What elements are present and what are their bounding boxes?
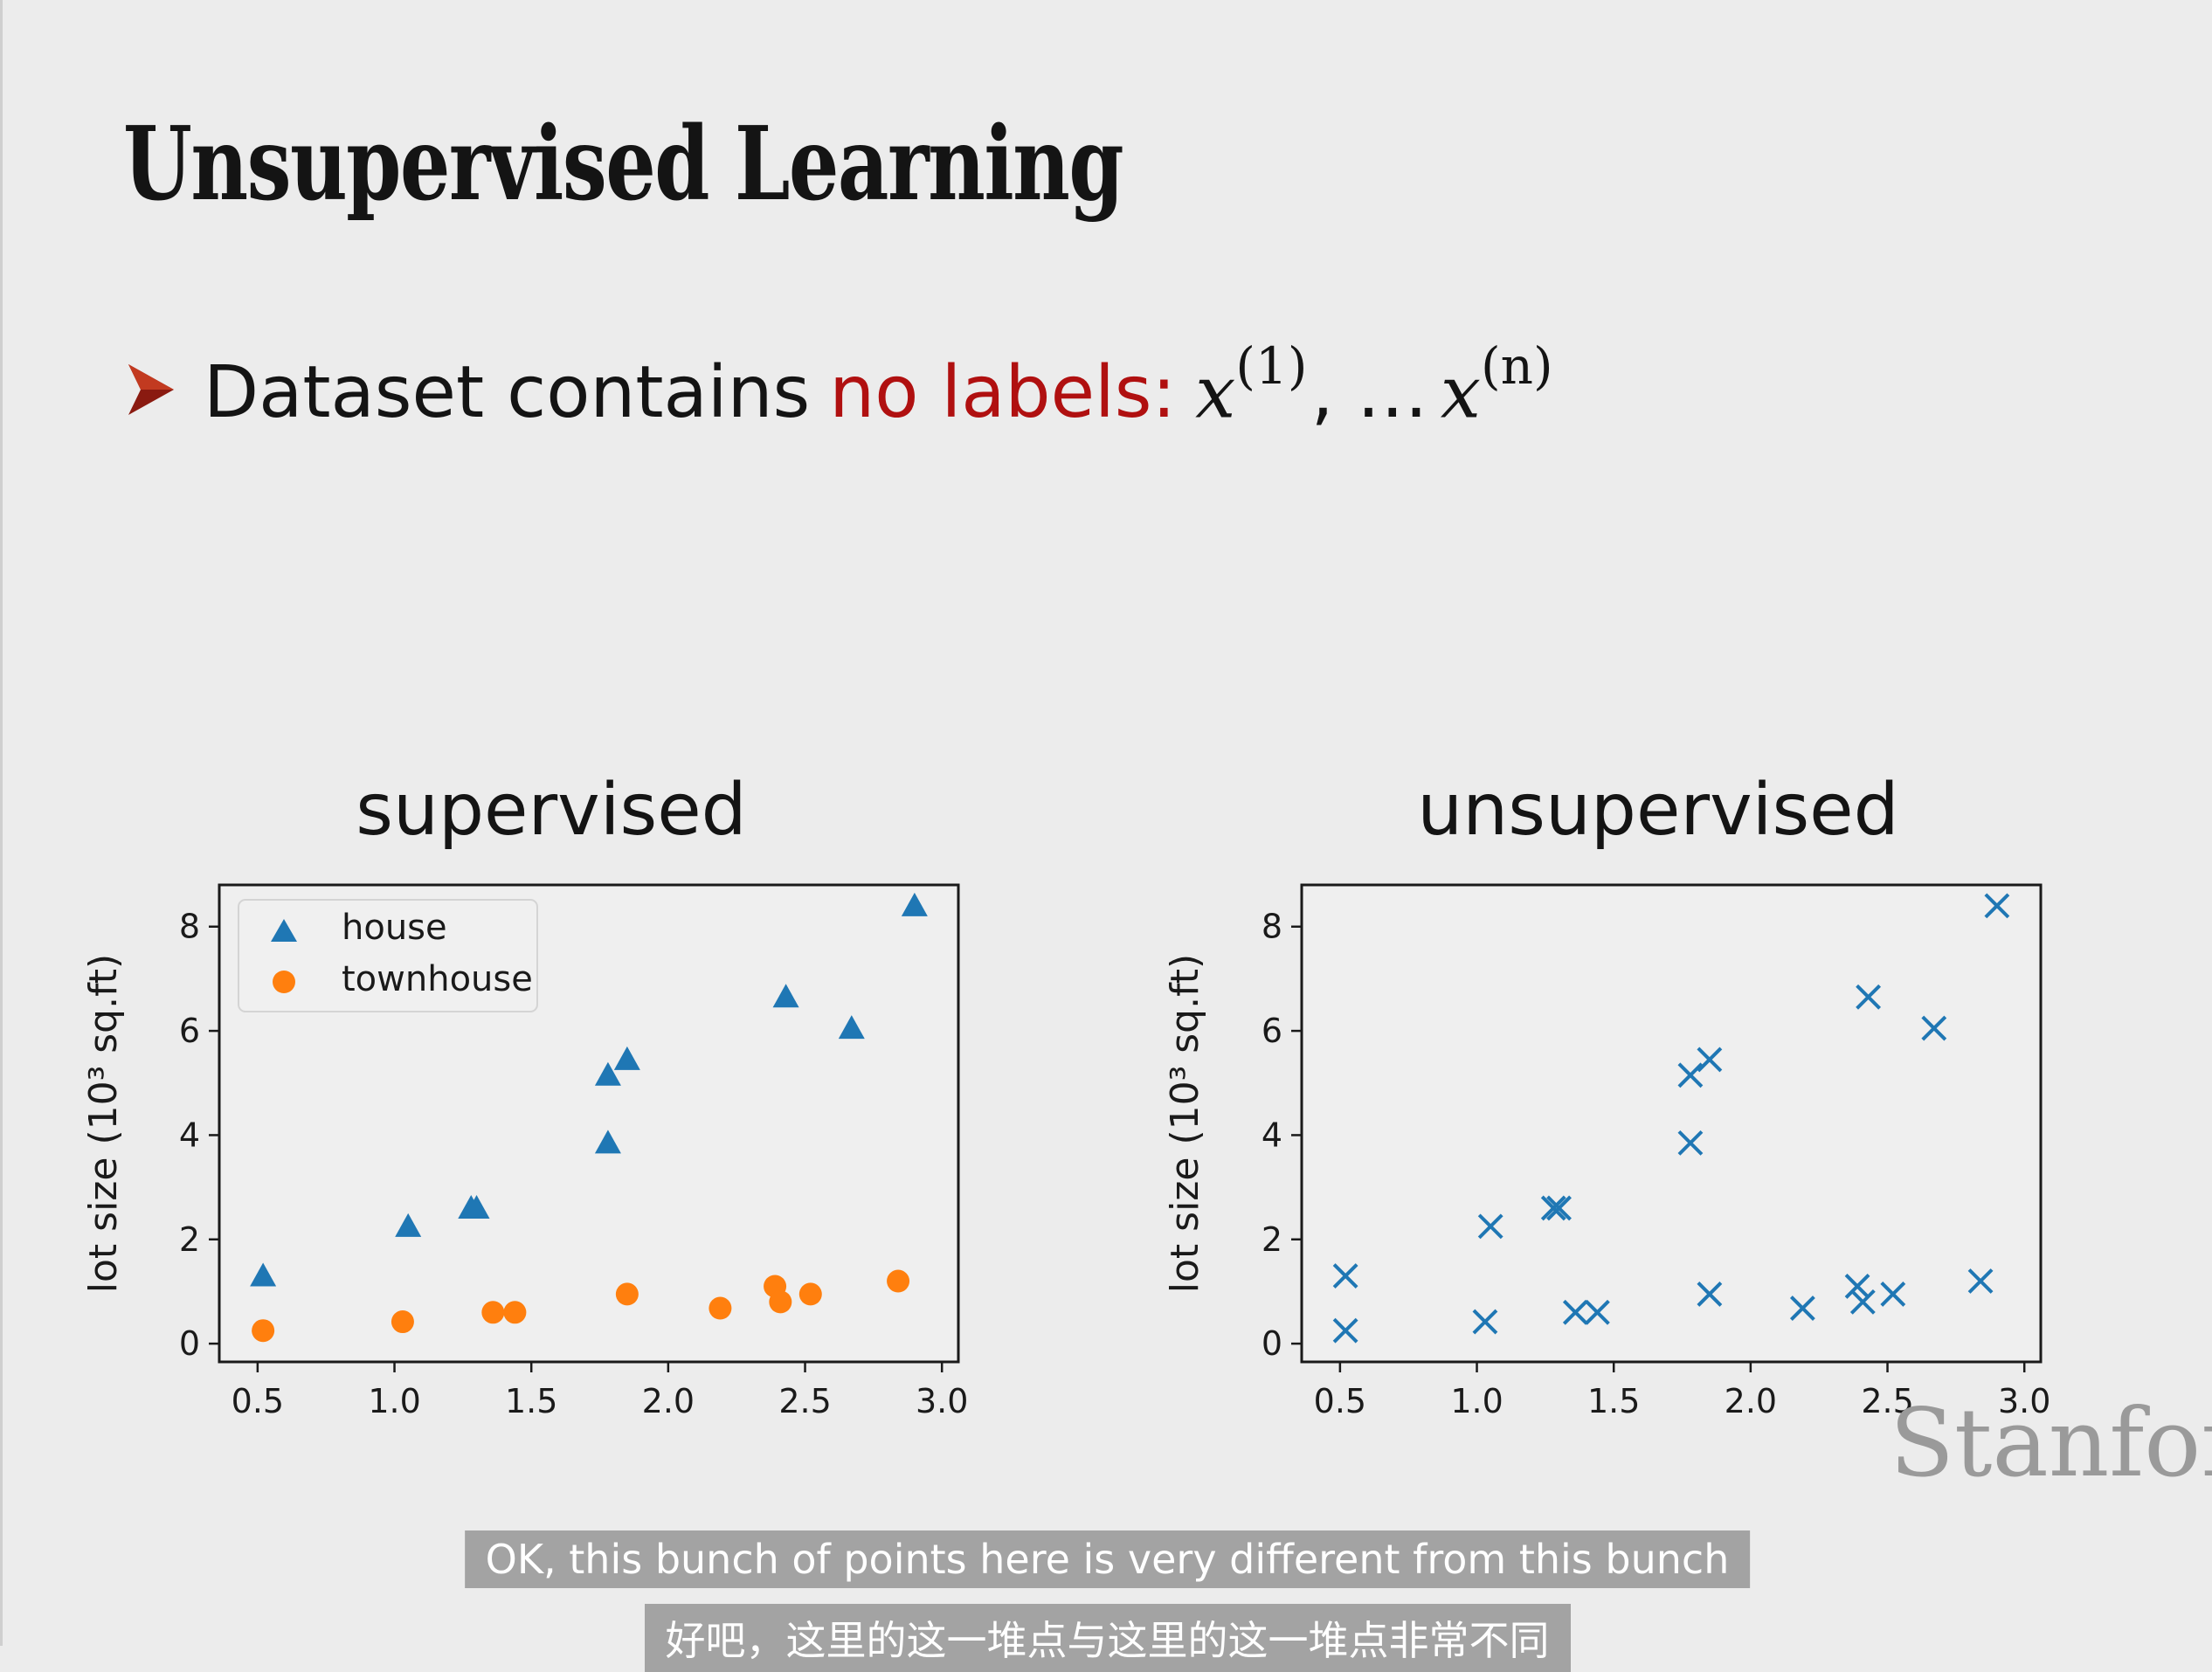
supervised-y-tick-label: 8 bbox=[179, 908, 200, 946]
math-separator: , … bbox=[1310, 351, 1428, 435]
unlabeled-point bbox=[1849, 1289, 1876, 1315]
unsupervised-y-axis-label: lot size (10³ sq.ft) bbox=[1163, 954, 1207, 1293]
unsupervised-x-tick-label: 3.0 bbox=[1998, 1382, 2050, 1420]
unlabeled-point bbox=[1880, 1282, 1906, 1307]
supervised-x-tick-label: 1.5 bbox=[505, 1382, 557, 1420]
unsupervised-x-tick-label: 1.5 bbox=[1587, 1382, 1640, 1420]
math-variable: x bbox=[1195, 351, 1236, 435]
unlabeled-point bbox=[1789, 1295, 1815, 1321]
unsupervised-chart-title: unsupervised bbox=[1417, 769, 1899, 852]
slide-title: Unsupervised Learning bbox=[123, 105, 1124, 224]
townhouse-point bbox=[887, 1269, 910, 1293]
bullet-highlight: no labels: bbox=[829, 351, 1177, 435]
unlabeled-point bbox=[1967, 1268, 1994, 1294]
unsupervised-y-tick-label: 8 bbox=[1262, 908, 1282, 946]
supervised-y-axis-label: lot size (10³ sq.ft) bbox=[81, 954, 126, 1293]
supervised-x-tick-label: 1.0 bbox=[368, 1382, 420, 1420]
supervised-y-tick-label: 2 bbox=[179, 1220, 200, 1259]
supervised-x-tick-label: 2.0 bbox=[642, 1382, 695, 1420]
unsupervised-y-tick-label: 4 bbox=[1262, 1116, 1282, 1154]
unsupervised-x-tick-label: 0.5 bbox=[1314, 1382, 1366, 1420]
unsupervised-y-tick-label: 6 bbox=[1262, 1012, 1282, 1050]
math-superscript-first: (1) bbox=[1235, 336, 1308, 396]
supervised-y-tick-label: 0 bbox=[179, 1324, 200, 1363]
house-point bbox=[463, 1194, 490, 1219]
townhouse-point bbox=[798, 1282, 822, 1306]
house-point bbox=[395, 1213, 422, 1237]
townhouse-point bbox=[503, 1301, 527, 1324]
supervised-x-tick-label: 2.5 bbox=[778, 1382, 831, 1420]
unlabeled-point bbox=[1546, 1195, 1572, 1221]
unsupervised-x-tick-label: 2.0 bbox=[1725, 1382, 1777, 1420]
legend-box bbox=[238, 899, 538, 1012]
legend-townhouse-label: townhouse bbox=[342, 959, 533, 999]
math-symbol-last: x(n) bbox=[1440, 336, 1553, 435]
supervised-x-tick-label: 0.5 bbox=[232, 1382, 284, 1420]
unlabeled-point bbox=[1562, 1299, 1588, 1325]
unlabeled-point bbox=[1472, 1309, 1498, 1335]
math-superscript-last: (n) bbox=[1480, 336, 1553, 396]
unsupervised-y-tick-label: 2 bbox=[1262, 1220, 1282, 1259]
unlabeled-point bbox=[1984, 893, 2010, 919]
unsupervised-x-tick-label: 1.0 bbox=[1450, 1382, 1503, 1420]
supervised-y-tick-label: 6 bbox=[179, 1012, 200, 1050]
unlabeled-point bbox=[1477, 1213, 1503, 1240]
house-point bbox=[594, 1130, 621, 1154]
subtitle-chinese: 好吧，这里的这一堆点与这里的这一堆点非常不同 bbox=[644, 1604, 1571, 1672]
house-point bbox=[613, 1046, 640, 1070]
townhouse-point bbox=[481, 1301, 505, 1324]
townhouse-point bbox=[769, 1290, 792, 1314]
townhouse-point bbox=[391, 1310, 414, 1334]
unsupervised-x-tick-label: 2.5 bbox=[1861, 1382, 1913, 1420]
subtitle-english: OK, this bunch of points here is very di… bbox=[464, 1530, 1751, 1588]
house-point bbox=[250, 1262, 277, 1287]
unlabeled-point bbox=[1332, 1317, 1358, 1344]
house-point bbox=[594, 1061, 621, 1086]
unsupervised-plot-frame bbox=[1300, 883, 2043, 1364]
unlabeled-point bbox=[1540, 1195, 1566, 1221]
unlabeled-point bbox=[1697, 1282, 1723, 1307]
townhouse-point bbox=[252, 1319, 275, 1343]
unlabeled-point bbox=[1921, 1015, 1947, 1041]
unlabeled-point bbox=[1332, 1263, 1358, 1289]
supervised-x-tick-label: 3.0 bbox=[916, 1382, 968, 1420]
unlabeled-point bbox=[1844, 1274, 1870, 1299]
unlabeled-point bbox=[1677, 1130, 1704, 1156]
unlabeled-point bbox=[1856, 984, 1882, 1010]
supervised-chart-title: supervised bbox=[356, 769, 747, 852]
legend-townhouse-marker bbox=[273, 971, 295, 993]
townhouse-point bbox=[615, 1282, 639, 1306]
unlabeled-point bbox=[1697, 1047, 1723, 1073]
stanford-watermark: Stanfor bbox=[1890, 1389, 2212, 1498]
legend-house-marker bbox=[271, 919, 297, 942]
math-variable: x bbox=[1440, 351, 1481, 435]
house-point bbox=[772, 984, 799, 1008]
arrow-bullet-icon bbox=[128, 364, 174, 416]
legend-house-label: house bbox=[342, 908, 447, 948]
bullet-point: Dataset contains no labels: x(1) , … x(n… bbox=[125, 336, 1553, 435]
supervised-y-tick-label: 4 bbox=[179, 1116, 200, 1154]
house-point bbox=[838, 1015, 865, 1040]
scatter-charts: 0.5 1.0 1.5 2.0 2.5 3.0 0 2 4 6 8 lot size (10³ sq.… bbox=[81, 883, 2050, 1420]
unlabeled-point bbox=[1677, 1062, 1704, 1088]
math-symbol-first: x(1) bbox=[1195, 336, 1307, 435]
townhouse-point bbox=[709, 1296, 732, 1320]
house-point bbox=[901, 892, 928, 916]
bullet-prefix: Dataset contains bbox=[204, 351, 811, 435]
unlabeled-point bbox=[1584, 1299, 1610, 1325]
unsupervised-y-tick-label: 0 bbox=[1262, 1324, 1282, 1363]
